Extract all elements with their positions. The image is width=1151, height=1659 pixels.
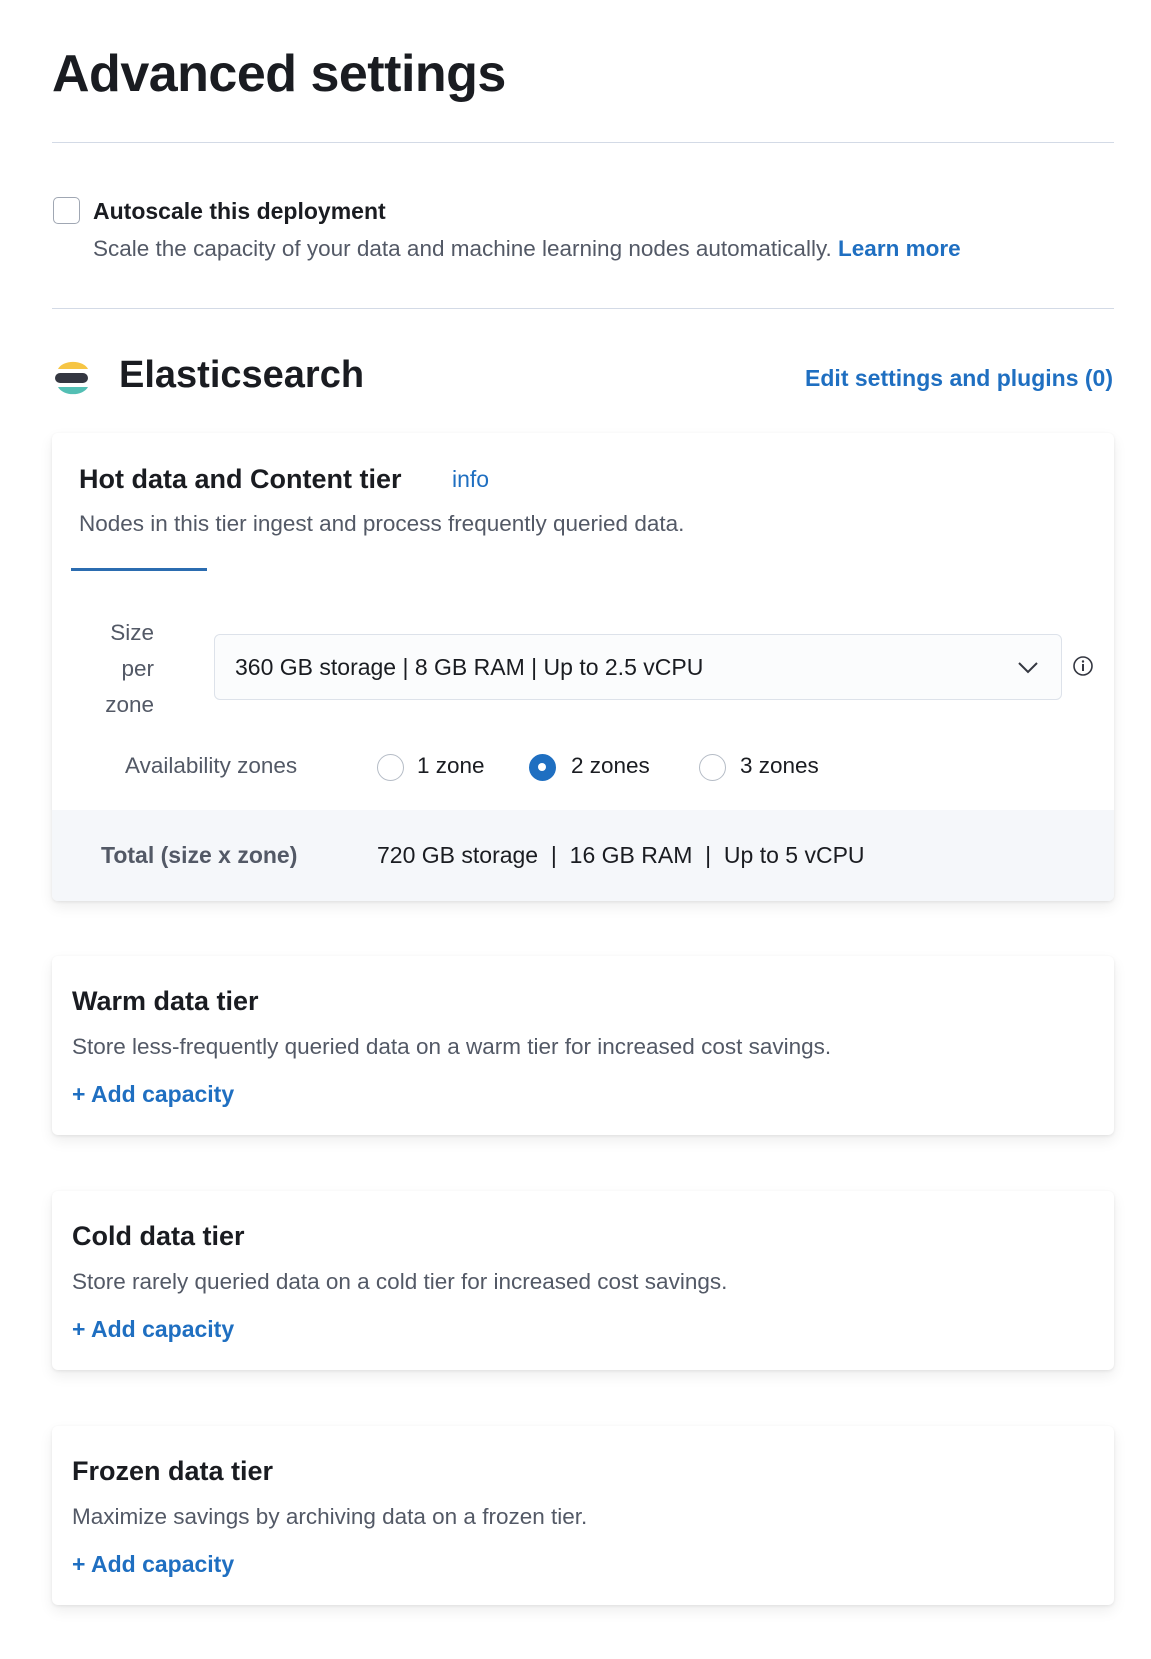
total-cpu: Up to 5 vCPU [723, 842, 865, 868]
total-values: 720 GB storage | 16 GB RAM | Up to 5 vCP… [377, 842, 865, 869]
frozen-tier-card: Frozen data tier Maximize savings by arc… [52, 1426, 1114, 1605]
total-summary: Total (size x zone) 720 GB storage | 16 … [52, 810, 1114, 901]
chevron-down-icon [1018, 662, 1038, 674]
cold-add-capacity-button[interactable]: + Add capacity [72, 1316, 235, 1342]
size-per-zone-select[interactable]: 360 GB storage | 8 GB RAM | Up to 2.5 vC… [214, 634, 1062, 700]
elasticsearch-logo-icon [55, 361, 88, 395]
zone-label-3[interactable]: 3 zones [740, 753, 819, 778]
availability-zones-label: Availability zones [125, 753, 298, 778]
learn-more-link[interactable]: Learn more [838, 236, 961, 261]
size-per-zone-label: Size per zone [92, 615, 154, 723]
warm-tier-title: Warm data tier [72, 986, 259, 1016]
zone-radio-1[interactable] [377, 754, 404, 781]
autoscale-label[interactable]: Autoscale this deployment [93, 198, 386, 224]
hot-tier-title: Hot data and Content tier [79, 464, 402, 494]
hot-tier-description: Nodes in this tier ingest and process fr… [79, 511, 685, 536]
zone-label-2[interactable]: 2 zones [571, 753, 650, 778]
frozen-add-capacity-button[interactable]: + Add capacity [72, 1551, 235, 1577]
autoscale-description-text: Scale the capacity of your data and mach… [93, 236, 832, 261]
cold-tier-card: Cold data tier Store rarely queried data… [52, 1191, 1114, 1370]
warm-tier-description: Store less-frequently queried data on a … [72, 1034, 832, 1059]
zone-radio-2[interactable] [529, 754, 556, 781]
size-label-line: per [121, 656, 154, 681]
autoscale-checkbox[interactable] [53, 197, 80, 224]
cold-tier-description: Store rarely queried data on a cold tier… [72, 1269, 728, 1294]
elasticsearch-title: Elasticsearch [119, 354, 365, 396]
size-label-line: Size [110, 620, 154, 645]
info-icon[interactable] [1072, 655, 1094, 677]
warm-add-capacity-button[interactable]: + Add capacity [72, 1081, 235, 1107]
frozen-tier-description: Maximize savings by archiving data on a … [72, 1504, 588, 1529]
zone-radio-3[interactable] [699, 754, 726, 781]
divider [52, 308, 1114, 309]
total-storage: 720 GB storage [377, 842, 539, 868]
separator: | [550, 842, 557, 868]
page-title: Advanced settings [52, 45, 506, 103]
frozen-tier-title: Frozen data tier [72, 1456, 274, 1486]
separator: | [705, 842, 712, 868]
tab-underline [71, 568, 207, 571]
autoscale-description: Scale the capacity of your data and mach… [93, 236, 961, 262]
info-link[interactable]: info [452, 466, 490, 492]
edit-settings-link[interactable]: Edit settings and plugins (0) [805, 365, 1113, 391]
cold-tier-title: Cold data tier [72, 1221, 245, 1251]
total-label: Total (size x zone) [101, 842, 298, 868]
divider [52, 142, 1114, 143]
total-ram: 16 GB RAM [569, 842, 693, 868]
size-select-value: 360 GB storage | 8 GB RAM | Up to 2.5 vC… [235, 654, 704, 680]
zone-label-1[interactable]: 1 zone [417, 753, 485, 778]
warm-tier-card: Warm data tier Store less-frequently que… [52, 956, 1114, 1135]
size-label-line: zone [105, 692, 154, 717]
